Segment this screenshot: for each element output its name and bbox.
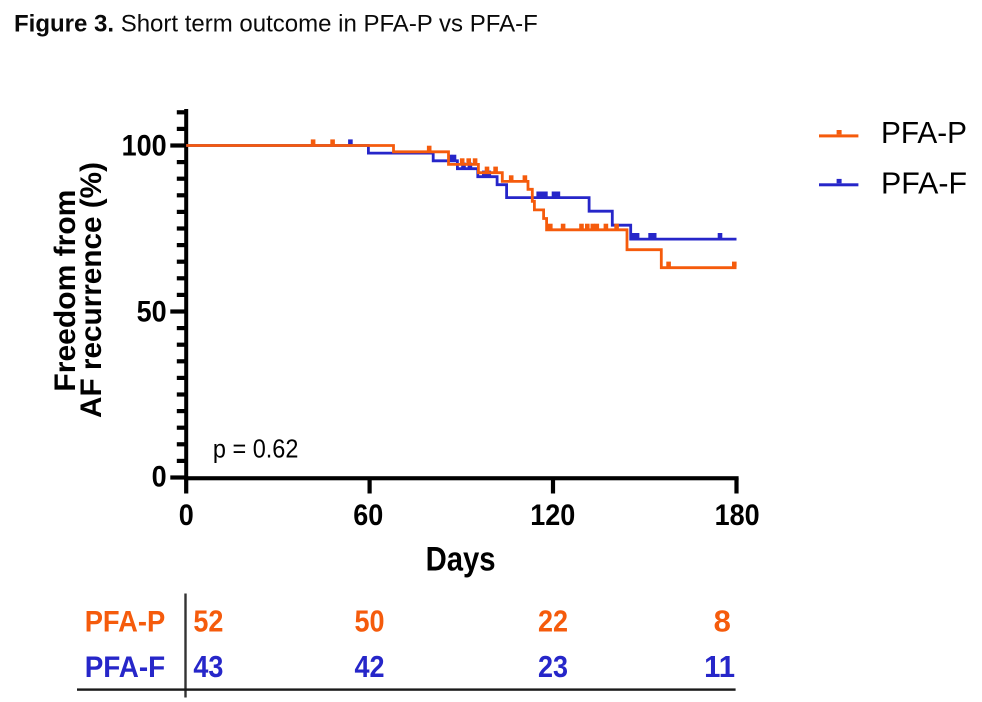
svg-text:50: 50 xyxy=(137,295,167,328)
svg-text:22: 22 xyxy=(538,603,568,638)
svg-text:0: 0 xyxy=(152,460,167,493)
svg-text:23: 23 xyxy=(538,649,568,684)
svg-text:52: 52 xyxy=(193,603,223,638)
svg-text:100: 100 xyxy=(122,129,167,162)
svg-text:Freedom from: Freedom from xyxy=(49,190,82,392)
svg-text:Figure 3. Short term outcome i: Figure 3. Short term outcome in PFA-P vs… xyxy=(14,11,538,38)
svg-text:Days: Days xyxy=(426,541,496,579)
svg-text:43: 43 xyxy=(193,649,223,684)
svg-text:PFA-P: PFA-P xyxy=(85,605,166,638)
svg-text:180: 180 xyxy=(715,499,760,532)
svg-text:11: 11 xyxy=(704,649,735,684)
svg-text:120: 120 xyxy=(530,499,575,532)
svg-text:AF recurrence (%): AF recurrence (%) xyxy=(75,162,108,418)
svg-text:8: 8 xyxy=(714,603,731,638)
svg-text:60: 60 xyxy=(353,499,383,532)
svg-text:PFA-F: PFA-F xyxy=(85,651,166,684)
svg-text:PFA-F: PFA-F xyxy=(881,166,967,201)
svg-text:PFA-P: PFA-P xyxy=(881,115,967,150)
svg-text:0: 0 xyxy=(179,499,194,532)
svg-text:42: 42 xyxy=(355,649,385,684)
svg-text:50: 50 xyxy=(355,603,385,638)
svg-text:p = 0.62: p = 0.62 xyxy=(213,433,299,463)
